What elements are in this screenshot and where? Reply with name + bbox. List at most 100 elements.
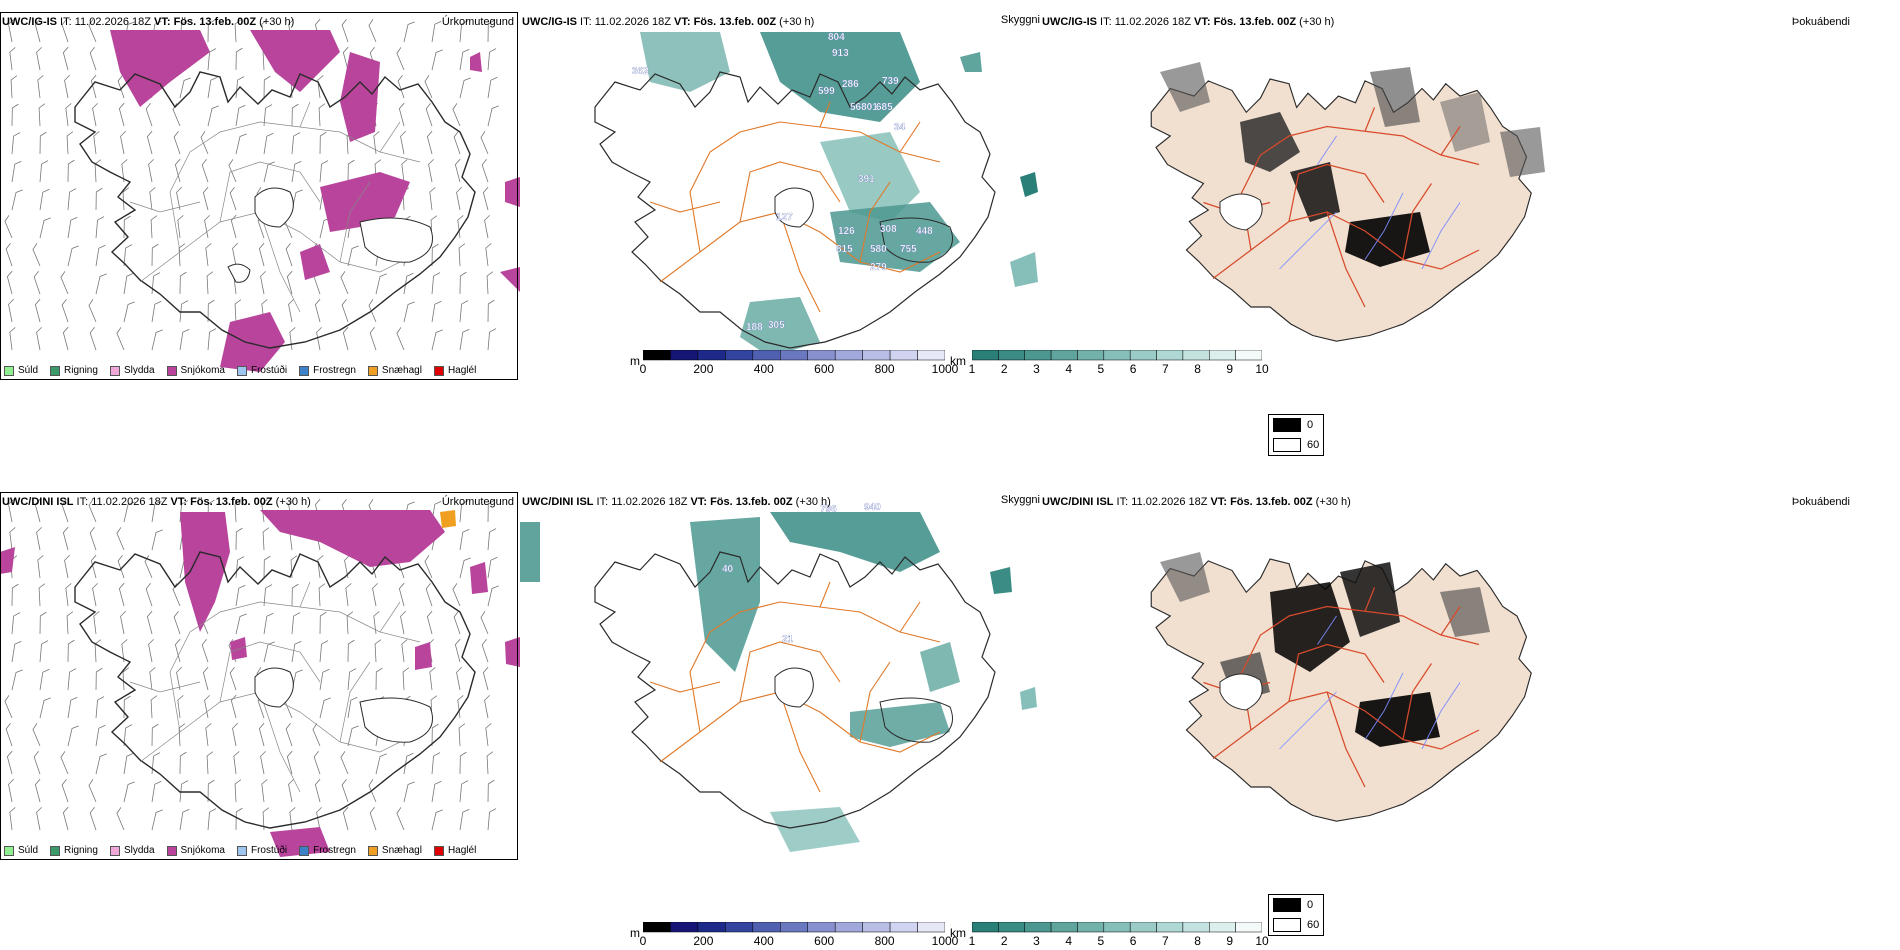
glacier-outline	[254, 187, 294, 228]
wind-barb	[484, 694, 490, 719]
fog-area	[1160, 62, 1210, 112]
legend-swatch	[1273, 438, 1301, 452]
wind-barb	[459, 77, 471, 99]
wind-barb	[398, 582, 405, 607]
colorbar-segment	[1209, 349, 1236, 361]
legend-swatch	[4, 845, 14, 856]
wind-barb	[232, 722, 238, 747]
wind-barb	[123, 752, 134, 775]
colorbar-tick: 1000	[931, 934, 959, 948]
wind-barb	[261, 499, 268, 523]
cloud-base-label: 913	[832, 48, 849, 59]
glacier-outline	[774, 187, 814, 228]
wind-barb	[289, 327, 296, 351]
wind-barb	[346, 611, 354, 635]
wind-barb	[150, 215, 158, 239]
legend-swatch	[50, 845, 61, 856]
legend-item: 0	[1269, 415, 1323, 435]
cloud-base-label: 815	[836, 244, 853, 255]
colorbar-tick: 400	[753, 934, 774, 948]
wind-barb	[66, 611, 74, 635]
wind-barb	[146, 130, 153, 155]
wind-barb	[487, 499, 495, 523]
legend-item: 60	[1269, 435, 1323, 455]
wind-barb	[480, 131, 489, 155]
wind-barb	[291, 583, 299, 607]
colorbar-segment	[1209, 921, 1236, 933]
wind-barb	[373, 131, 380, 155]
wind-barb	[291, 160, 302, 183]
legend-label: 60	[1307, 919, 1320, 931]
wind-barb	[313, 751, 321, 775]
legend-item: Frostúði	[236, 845, 288, 856]
snow-area	[505, 637, 520, 667]
wind-barb	[61, 499, 69, 523]
wind-barb	[347, 639, 355, 663]
colorbar-segment	[697, 921, 726, 933]
wind-barb	[201, 159, 209, 183]
wind-barb	[11, 640, 22, 663]
wind-barb	[229, 667, 237, 691]
legend-item: Snæhagl	[367, 365, 422, 376]
legend-swatch	[50, 365, 61, 376]
visibility-area	[760, 32, 920, 122]
wind-barb	[9, 527, 16, 551]
wind-barb	[340, 271, 349, 295]
wind-barb	[205, 243, 212, 267]
wind-barb	[122, 667, 130, 691]
wind-barb	[174, 638, 181, 663]
wind-barb	[151, 300, 162, 323]
snow-area	[320, 172, 410, 232]
wind-barb	[235, 104, 246, 127]
wind-barb	[11, 612, 21, 635]
colorbar-tick: 8	[1194, 934, 1201, 948]
wind-barb	[260, 270, 266, 295]
wind-barb	[400, 130, 406, 155]
wind-barb	[291, 132, 301, 155]
wind-barb	[345, 583, 352, 607]
snow-area	[110, 30, 210, 107]
legend-label: Slydda	[123, 365, 155, 376]
wind-barb	[89, 527, 97, 551]
legend-swatch	[367, 845, 378, 856]
legend-label: Frostúði	[250, 845, 288, 856]
visibility-unit: km	[950, 926, 966, 940]
fog-area	[1500, 127, 1545, 177]
colorbar-segment	[998, 921, 1025, 933]
wind-barb	[431, 809, 443, 831]
wind-barb	[34, 298, 41, 323]
snow-area	[340, 52, 380, 142]
wind-barb	[202, 186, 209, 211]
colorbar-segment	[642, 921, 671, 933]
wind-barb	[90, 74, 97, 99]
wind-barb	[425, 583, 433, 607]
wind-barb	[396, 807, 405, 831]
wind-barb	[262, 527, 270, 551]
wind-barb	[123, 781, 135, 803]
precip-type-legend: Súld Rigning Slydda Snjókoma Frostúði Frostre…	[4, 845, 476, 856]
legend-item: Slydda	[109, 365, 155, 376]
wind-barb	[32, 243, 41, 267]
snow-area	[300, 244, 330, 280]
panel-header: UWC/DINI ISL IT: 11.02.2026 18Z VT: Fös.…	[2, 496, 311, 508]
fog-area	[1240, 112, 1300, 172]
wind-barb	[347, 668, 357, 691]
wind-barb	[207, 76, 218, 99]
wind-barb	[426, 610, 433, 635]
wind-barb	[375, 667, 383, 691]
wind-barb	[234, 499, 242, 523]
legend-swatch	[236, 845, 247, 856]
wind-barb	[340, 751, 349, 775]
cloud-base-label: 56801	[850, 102, 878, 113]
colorbar-tick: 600	[814, 934, 835, 948]
wind-barb	[459, 271, 467, 295]
colorbar-tick: 400	[753, 362, 774, 376]
visibility-area	[520, 522, 540, 582]
legend-swatch	[4, 365, 14, 376]
wind-barb	[37, 75, 44, 99]
wind-barb	[234, 19, 242, 43]
colorbar-segment	[780, 921, 808, 933]
colorbar-segment	[1077, 921, 1105, 933]
wind-barb	[373, 611, 380, 635]
